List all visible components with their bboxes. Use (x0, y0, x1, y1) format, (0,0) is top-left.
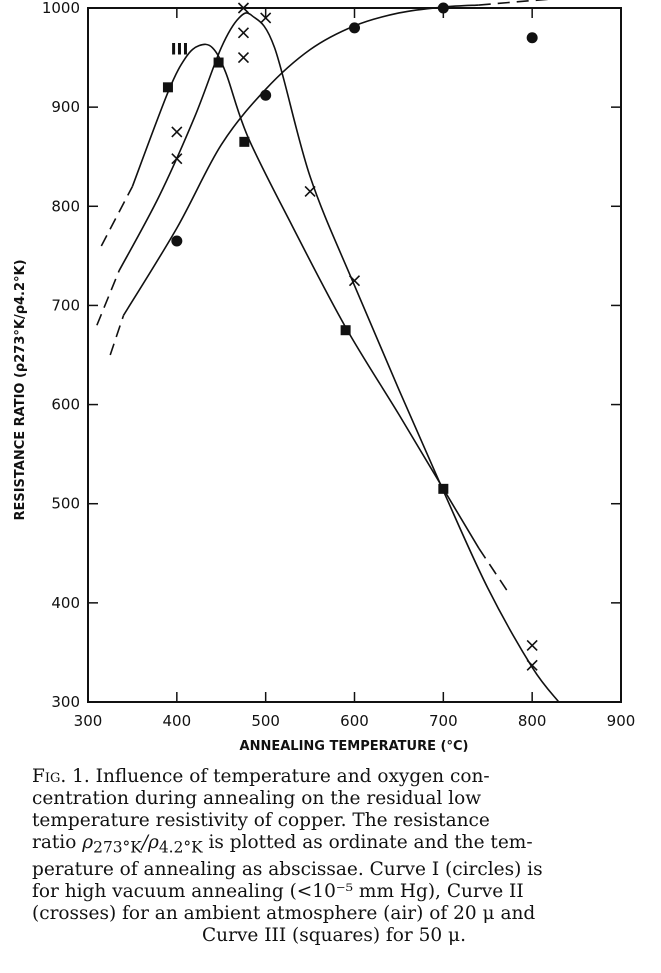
x-tick-label: 700 (429, 712, 458, 730)
data-point-square (162, 82, 173, 93)
y-tick-label: 300 (51, 693, 80, 711)
caption-line-4-b: is plotted as ordinate and the tem- (202, 832, 533, 853)
data-point-cross (260, 12, 272, 24)
x-tick-label: 800 (518, 712, 547, 730)
x-tick-label: 600 (340, 712, 369, 730)
curve-iii-dashed-end (478, 547, 511, 596)
data-point-cross (237, 27, 250, 39)
data-point-circle (437, 2, 449, 14)
x-tick-label: 900 (607, 712, 636, 730)
chart: 300 400 500 600 700 800 900 300 400 500 600 700 800 9… (13, 0, 636, 754)
data-point-circle (526, 32, 538, 44)
caption-line-8: Curve III (squares) for 50 μ. (202, 924, 466, 946)
y-tick-label: 500 (51, 495, 80, 513)
data-point-circle (349, 22, 360, 34)
y-tick-label: 900 (51, 98, 80, 116)
curve-i-dashed-start (109, 315, 125, 356)
x-tick-label: 500 (251, 712, 280, 730)
rho-subscript-4-2: 4.2°K (158, 838, 203, 857)
y-tick-label: 400 (51, 594, 80, 612)
rho-symbol: ρ (82, 832, 94, 853)
data-point-square (213, 57, 224, 68)
curve-ii-line (118, 12, 560, 703)
caption-line-4: ratio ρ273°K/ρ4.2°K is plotted as ordina… (32, 832, 636, 859)
fit-curves (96, 0, 560, 703)
data-point-cross (237, 52, 250, 64)
y-tick-label: 1000 (42, 0, 80, 17)
curve-i-dashed-end (478, 0, 549, 6)
curve-ii-dashed-start (96, 270, 120, 326)
data-point-cross (526, 659, 538, 671)
rho-symbol-den: /ρ (141, 832, 159, 853)
y-tick-label: 800 (51, 197, 80, 215)
data-point-cross (171, 153, 183, 165)
data-point-cross (304, 185, 316, 197)
caption-line-5: perature of annealing as abscissae. Curv… (32, 858, 543, 880)
data-point-circle (260, 89, 272, 101)
x-tick-label: 300 (74, 712, 103, 730)
figure-caption: Fig. 1. Influence of temperature and oxy… (32, 766, 636, 947)
y-axis-label: RESISTANCE RATIO (ρ273°K/ρ4.2°K) (13, 259, 28, 520)
data-markers (162, 2, 538, 671)
y-tick-label: 600 (51, 396, 80, 414)
curve-i-line (122, 4, 479, 316)
curve-iii-line (131, 43, 480, 549)
x-tick-label: 400 (163, 712, 192, 730)
data-point-cross (237, 2, 250, 14)
caption-line-2: centration during annealing on the resid… (32, 788, 482, 809)
rho-subscript-273: 273°K (93, 838, 142, 857)
data-point-cross (171, 126, 183, 138)
data-point-square (239, 136, 250, 147)
axis-ticks: 300 400 500 600 700 800 900 300 400 500 600 700 800 9… (42, 0, 636, 730)
x-axis-label: ANNEALING TEMPERATURE (°C) (240, 739, 469, 754)
caption-line-6: for high vacuum annealing (<10⁻⁵ mm Hg),… (32, 880, 524, 902)
y-tick-label: 700 (51, 296, 80, 314)
caption-line-3: temperature resistivity of copper. The r… (32, 810, 490, 831)
figure-label: Fig. 1. (32, 766, 90, 787)
curve-labels: IIIIII (171, 40, 189, 59)
caption-line-1-text: Influence of temperature and oxygen con- (95, 766, 490, 787)
data-point-cross (348, 275, 361, 287)
data-point-cross (526, 639, 538, 652)
curve-label-iii: III (171, 40, 189, 59)
caption-line-7: (crosses) for an ambient atmosphere (air… (32, 902, 536, 924)
data-point-circle (171, 235, 183, 247)
data-point-square (340, 325, 351, 336)
data-point-square (438, 483, 449, 494)
curve-iii-dashed-start (100, 186, 134, 247)
plot-frame (87, 7, 622, 703)
caption-line-1: Fig. 1. Influence of temperature and oxy… (32, 766, 636, 788)
caption-line-4-a: ratio (32, 832, 83, 853)
